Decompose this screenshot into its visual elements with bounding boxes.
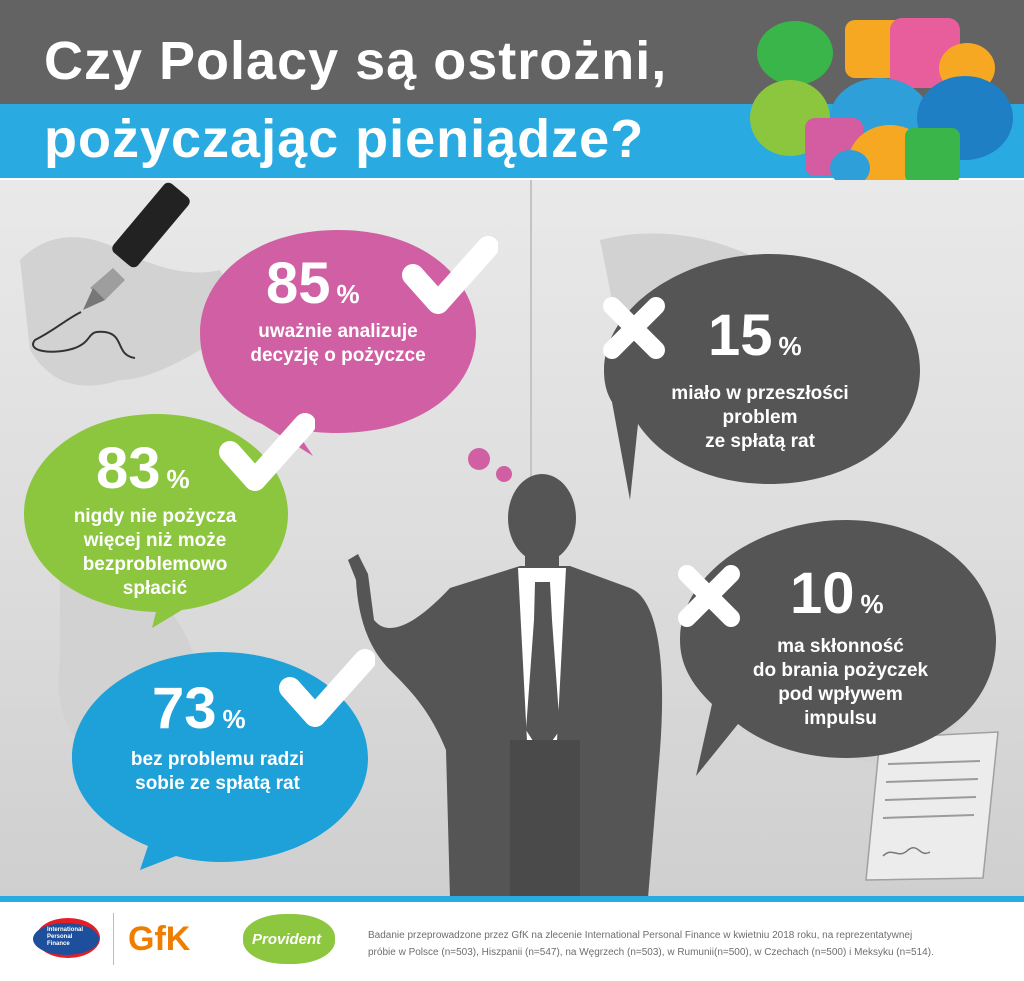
cross-icon [678, 565, 740, 627]
stat-83-value: 83% [96, 436, 190, 501]
stat-15-value: 15% [708, 303, 802, 368]
bubble-shape [200, 230, 476, 456]
title-line-1: Czy Polacy są ostrożni, [44, 31, 668, 91]
logo-separator [113, 913, 114, 965]
pink-speech-bubble [200, 230, 476, 456]
signed-document-icon [865, 731, 999, 881]
speech-bubbles-illustration [750, 18, 1013, 243]
footer-divider [0, 896, 1024, 902]
businessman-silhouette [348, 474, 663, 898]
title-line-2: pożyczając pieniądze? [44, 109, 645, 169]
stat-85-description: uważnie analizuje decyzję o pożyczce [250, 321, 426, 366]
thought-dot [496, 466, 512, 482]
gfk-logo: GfK [128, 920, 191, 958]
provident-logo [243, 914, 335, 964]
stat-10-description: ma skłonność do brania pożyczek pod wpływe… [752, 636, 929, 729]
ipf-logo-text: International Personal Finance [47, 927, 84, 947]
ipf-logo-inner [33, 923, 99, 955]
stat-10-value: 10% [790, 561, 884, 626]
check-icon [219, 413, 315, 491]
check-icon [402, 236, 498, 314]
check-icon [279, 649, 375, 727]
fountain-pen-icon [32, 182, 190, 359]
gray-speech-bubble-bottom [680, 520, 996, 776]
stat-73-value: 73% [152, 676, 246, 741]
stat-73-description: bez problemu radzi sobie ze spłatą rat [130, 749, 305, 794]
cross-icon [603, 297, 665, 359]
green-speech-bubble [24, 414, 288, 628]
survey-footnote: Badanie przeprowadzone przez GfK na zlec… [368, 930, 934, 958]
stat-15-description: miało w przeszłości problem ze spłatą rat [671, 383, 849, 452]
gray-speech-bubble-top [604, 254, 920, 500]
stat-85-value: 85% [266, 251, 360, 316]
thought-dot [468, 448, 490, 470]
provident-logo-text: Provident [252, 931, 322, 948]
stat-83-description: nigdy nie pożycza więcej niż może bezprobl… [73, 506, 237, 599]
